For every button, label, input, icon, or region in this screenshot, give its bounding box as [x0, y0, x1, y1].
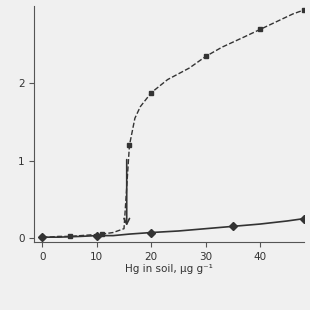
- X-axis label: Hg in soil, μg g⁻¹: Hg in soil, μg g⁻¹: [125, 264, 213, 274]
